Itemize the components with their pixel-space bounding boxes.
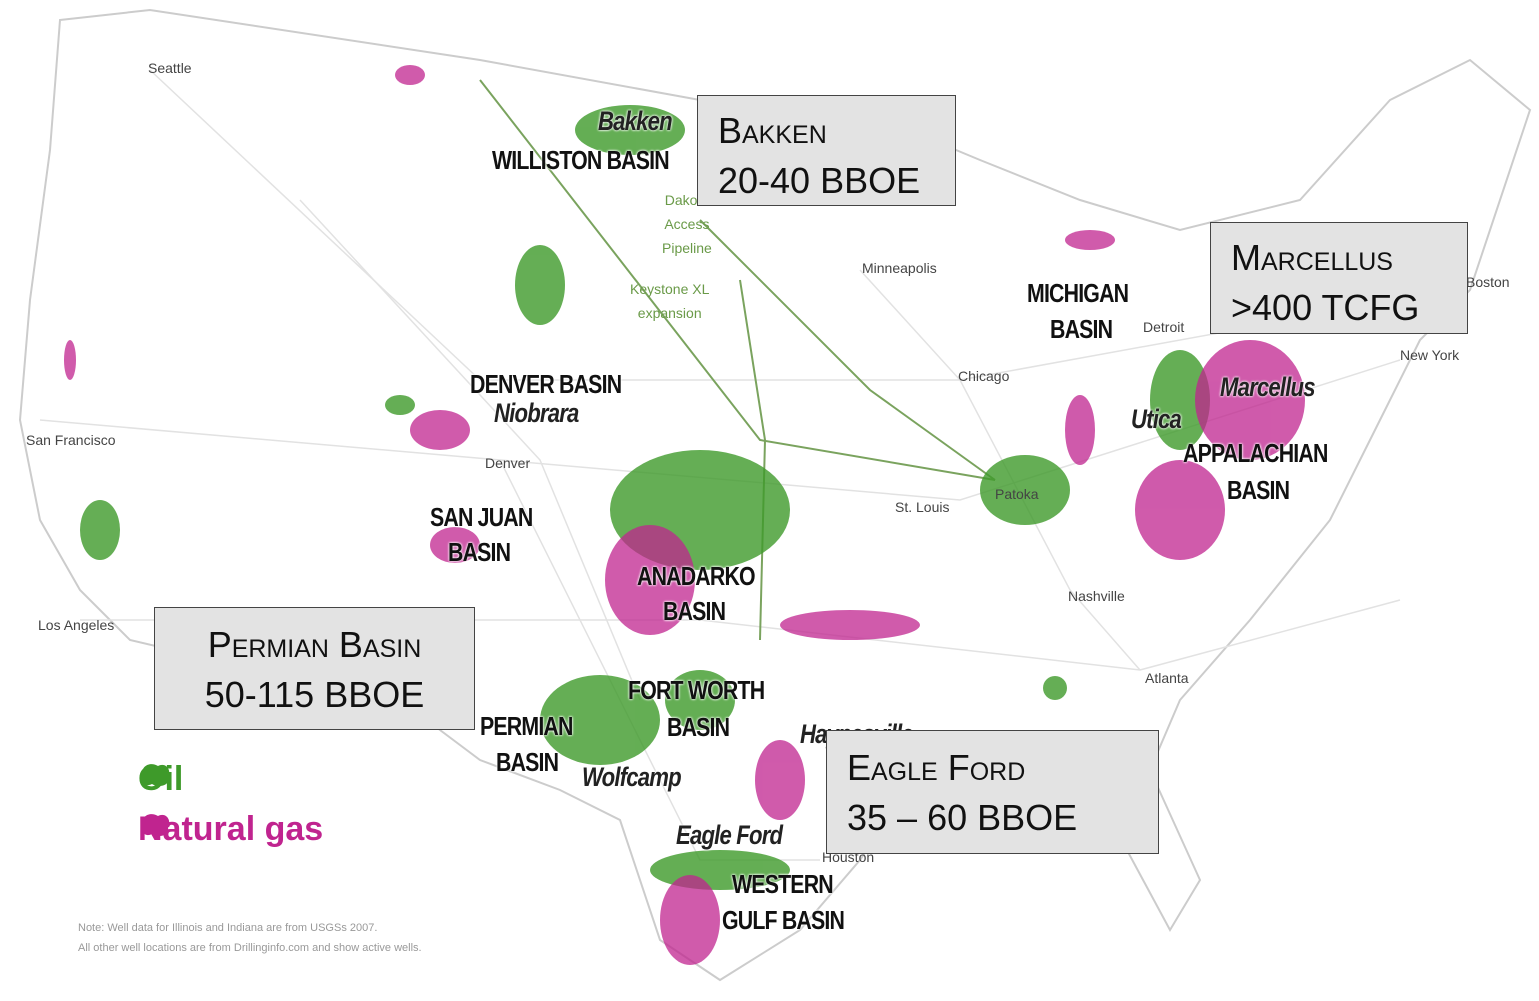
callout: Permian Basin 50-115 BBOE: [154, 607, 475, 730]
callout-value: 50-115 BBOE: [204, 674, 425, 715]
basin-label: ANADARKO: [637, 561, 756, 591]
city-label: New York: [1400, 347, 1460, 363]
callout: Eagle Ford 35 – 60 BBOE: [826, 730, 1159, 854]
city-label: San Francisco: [26, 432, 116, 448]
basin-label: SAN JUAN: [430, 502, 533, 532]
city-label: Nashville: [1068, 588, 1125, 604]
pipeline-label-line: Pipeline: [662, 240, 712, 256]
city-label: Chicago: [958, 368, 1010, 384]
note-line: All other well locations are from Drilli…: [78, 942, 422, 954]
note: Note: Well data for Illinois and Indiana…: [78, 918, 422, 958]
basin-label: FORT WORTH: [628, 675, 765, 705]
pipeline-label-line: Keystone XL: [630, 281, 710, 297]
basin-label: APPALACHIAN: [1183, 438, 1328, 468]
oil-areas: [80, 105, 1210, 890]
city-label: Detroit: [1143, 319, 1185, 335]
basin-label: BASIN: [1227, 475, 1290, 505]
basin-label: WILLISTON BASIN: [492, 145, 670, 175]
play-label: Utica: [1131, 404, 1182, 434]
legend-swatch: [141, 814, 170, 836]
basin-label: BASIN: [448, 537, 511, 567]
legend-item: Oil: [138, 760, 183, 799]
callout-title: Eagle Ford: [847, 747, 1026, 788]
basin-label: BASIN: [1050, 314, 1113, 344]
play-label: Eagle Ford: [676, 820, 783, 850]
city-label: Patoka: [995, 486, 1039, 502]
callout-value: >400 TCFG: [1231, 287, 1420, 328]
pipeline-label: Dakota Access Pipeline: [662, 188, 712, 260]
play-label: Wolfcamp: [582, 762, 682, 792]
basin-label: BASIN: [496, 747, 559, 777]
legend-label: Natural gas: [138, 810, 324, 848]
city-label: Seattle: [148, 60, 192, 76]
city-label: Minneapolis: [862, 260, 937, 276]
pipeline-label: Keystone XL expansion: [630, 277, 709, 325]
city-label: Los Angeles: [38, 617, 115, 633]
basin-label: DENVER BASIN: [470, 369, 622, 399]
legend-swatch: [141, 764, 170, 786]
pipeline-label-line: expansion: [637, 305, 702, 321]
play-label: Marcellus: [1220, 372, 1316, 402]
city-label: Atlanta: [1145, 670, 1189, 686]
basin-label: PERMIAN: [480, 711, 573, 741]
callout: Marcellus >400 TCFG: [1210, 222, 1468, 334]
basin-label: MICHIGAN: [1027, 278, 1129, 308]
play-label: Niobrara: [494, 398, 579, 428]
pipeline-label-line: Access: [664, 216, 710, 232]
city-label: Denver: [485, 455, 531, 471]
callout-title: Marcellus: [1231, 237, 1393, 278]
callout: Bakken 20-40 BBOE: [697, 95, 956, 206]
play-label: Bakken: [598, 106, 673, 136]
pipelines: [479, 79, 996, 641]
note-line: Note: Well data for Illinois and Indiana…: [78, 922, 378, 934]
basin-label: WESTERN: [732, 869, 834, 899]
callout-value: 20-40 BBOE: [718, 160, 921, 201]
legend-item: Natural gas: [138, 810, 323, 849]
basin-label: BASIN: [663, 596, 726, 626]
city-label: Boston: [1466, 274, 1510, 290]
callout-title: Bakken: [718, 110, 827, 151]
callout-value: 35 – 60 BBOE: [847, 797, 1078, 838]
callout-title: Permian Basin: [207, 624, 422, 665]
city-label: St. Louis: [895, 499, 950, 515]
gas-areas: [64, 65, 1305, 965]
basin-label: BASIN: [667, 712, 730, 742]
basin-label: GULF BASIN: [722, 905, 845, 935]
